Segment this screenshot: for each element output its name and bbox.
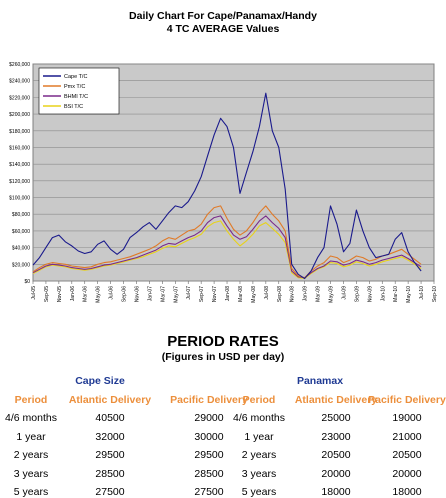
- panamax-cell-r3-c0: 3 years: [241, 467, 277, 480]
- cape-cell-r0-c0: 4/6 months: [5, 412, 57, 424]
- panamax-cell-r1-c2: 21000: [392, 430, 422, 443]
- x-tick-label: Jul-08: [264, 286, 270, 300]
- cape-cell-r0-c1: 40500: [95, 412, 125, 424]
- y-tick-label: $220,000: [9, 95, 30, 101]
- legend-entry: BSI T/C: [64, 104, 83, 110]
- x-tick-label: Sep-06: [122, 286, 128, 302]
- x-tick-label: May-09: [329, 286, 335, 303]
- panamax-header-1: Atlantic Delivery: [294, 394, 378, 406]
- y-tick-label: $260,000: [9, 62, 30, 68]
- x-tick-label: May-10: [406, 286, 412, 303]
- y-tick-label: $100,000: [9, 196, 30, 202]
- x-tick-label: Nov-05: [57, 286, 63, 302]
- panamax-cell-r4-c2: 18000: [392, 486, 422, 498]
- x-tick-label: May-06: [96, 286, 102, 303]
- x-tick-label: Jul-05: [31, 286, 37, 300]
- x-tick-label: Sep-09: [354, 286, 360, 302]
- cape-cell-r3-c0: 3 years: [13, 467, 49, 480]
- x-tick-label: Jul-09: [341, 286, 347, 300]
- x-tick-label: Jan-07: [147, 286, 153, 302]
- legend-entry: Pmx T/C: [64, 84, 85, 90]
- cape-cell-r2-c0: 2 years: [13, 449, 49, 461]
- y-tick-label: $20,000: [12, 262, 30, 268]
- panamax-cell-r1-c1: 23000: [321, 430, 351, 443]
- x-tick-label: Jan-08: [225, 286, 231, 302]
- x-tick-label: Mar-08: [238, 286, 244, 302]
- panamax-cell-r0-c1: 25000: [321, 412, 351, 424]
- panamax-cell-r4-c0: 5 years: [241, 486, 277, 498]
- x-tick-label: Jul-06: [109, 286, 115, 300]
- cape-cell-r1-c0: 1 year: [16, 430, 46, 443]
- panamax-cell-r3-c1: 20000: [321, 467, 351, 480]
- series-line-0: [32, 92, 422, 280]
- panamax-cell-r2-c1: 20500: [321, 449, 351, 461]
- cape-cell-r4-c0: 5 years: [13, 486, 49, 498]
- cape-cell-r4-c1: 27500: [95, 486, 125, 498]
- panamax-cell-r2-c0: 2 years: [241, 449, 277, 461]
- cape-cell-r2-c2: 29500: [194, 449, 224, 461]
- x-tick-label: Mar-10: [393, 286, 399, 302]
- legend-entry: BHMI T/C: [64, 94, 88, 100]
- chart-title-line1: Daily Chart For Cape/Panamax/Handy: [129, 10, 317, 22]
- series-line-2: [32, 215, 422, 279]
- x-tick-label: Sep-05: [44, 286, 50, 302]
- chart-title-line2: 4 TC AVERAGE Values: [166, 23, 280, 35]
- cape-cell-r3-c1: 28500: [95, 467, 125, 480]
- x-tick-label: Sep-10: [432, 286, 438, 302]
- x-tick-label: Nov-06: [134, 286, 140, 302]
- panamax-heading: Panamax: [296, 375, 344, 387]
- x-tick-label: Jan-09: [303, 286, 309, 302]
- x-tick-label: Nov-08: [290, 286, 296, 302]
- series-line-3: [32, 220, 422, 280]
- y-tick-label: $0: [24, 279, 30, 285]
- cape-cell-r3-c2: 28500: [194, 467, 224, 480]
- y-tick-label: $200,000: [9, 112, 30, 118]
- cape-cell-r0-c2: 29000: [194, 412, 224, 424]
- y-tick-label: $40,000: [12, 246, 30, 252]
- y-tick-label: $80,000: [12, 212, 30, 218]
- x-tick-label: Mar-07: [160, 286, 166, 302]
- x-tick-label: Jan-06: [70, 286, 76, 302]
- y-tick-label: $180,000: [9, 129, 30, 135]
- panamax-cell-r3-c2: 20000: [392, 467, 422, 480]
- cape-header-1: Atlantic Delivery: [68, 394, 152, 406]
- x-tick-label: Jan-10: [380, 286, 386, 302]
- panamax-cell-r0-c0: 4/6 months: [233, 412, 285, 424]
- panamax-cell-r1-c0: 1 year: [244, 430, 274, 443]
- y-tick-label: $240,000: [9, 79, 30, 85]
- panamax-cell-r0-c2: 19000: [392, 412, 422, 424]
- x-tick-label: Jul-10: [419, 286, 425, 300]
- cape-header-0: Period: [14, 394, 48, 406]
- x-tick-label: May-07: [173, 286, 179, 303]
- y-tick-label: $140,000: [9, 162, 30, 168]
- chart: $0 $20,000 $40,000 $60,000 $80,000 $100,000 $1…: [9, 62, 438, 303]
- period-rates-subtitle: (Figures in USD per day): [161, 351, 285, 363]
- cape-header-2: Pacific Delivery: [170, 394, 248, 406]
- x-tick-label: Mar-09: [316, 286, 322, 302]
- panamax-cell-r2-c2: 20500: [392, 449, 422, 461]
- cape-size-heading: Cape Size: [75, 375, 125, 387]
- y-tick-label: $60,000: [12, 229, 30, 235]
- legend-entry: Cape T/C: [64, 74, 87, 80]
- series-line-1: [32, 205, 422, 279]
- y-tick-label: $160,000: [9, 145, 30, 151]
- x-tick-label: May-08: [251, 286, 257, 303]
- cape-cell-r1-c1: 32000: [95, 430, 125, 443]
- panamax-header-2: Pacific Delivery: [368, 394, 446, 406]
- x-tick-label: Sep-07: [199, 286, 205, 302]
- x-tick-label: Nov-09: [367, 286, 373, 302]
- panamax-header-0: Period: [242, 394, 276, 406]
- cape-cell-r1-c2: 30000: [194, 430, 224, 443]
- x-tick-label: Mar-06: [83, 286, 89, 302]
- period-rates-title: PERIOD RATES: [167, 333, 279, 350]
- x-tick-label: Jul-07: [186, 286, 192, 300]
- x-tick-label: Sep-08: [277, 286, 283, 302]
- y-tick-label: $120,000: [9, 179, 30, 185]
- x-tick-label: Nov-07: [212, 286, 218, 302]
- cape-cell-r2-c1: 29500: [95, 449, 125, 461]
